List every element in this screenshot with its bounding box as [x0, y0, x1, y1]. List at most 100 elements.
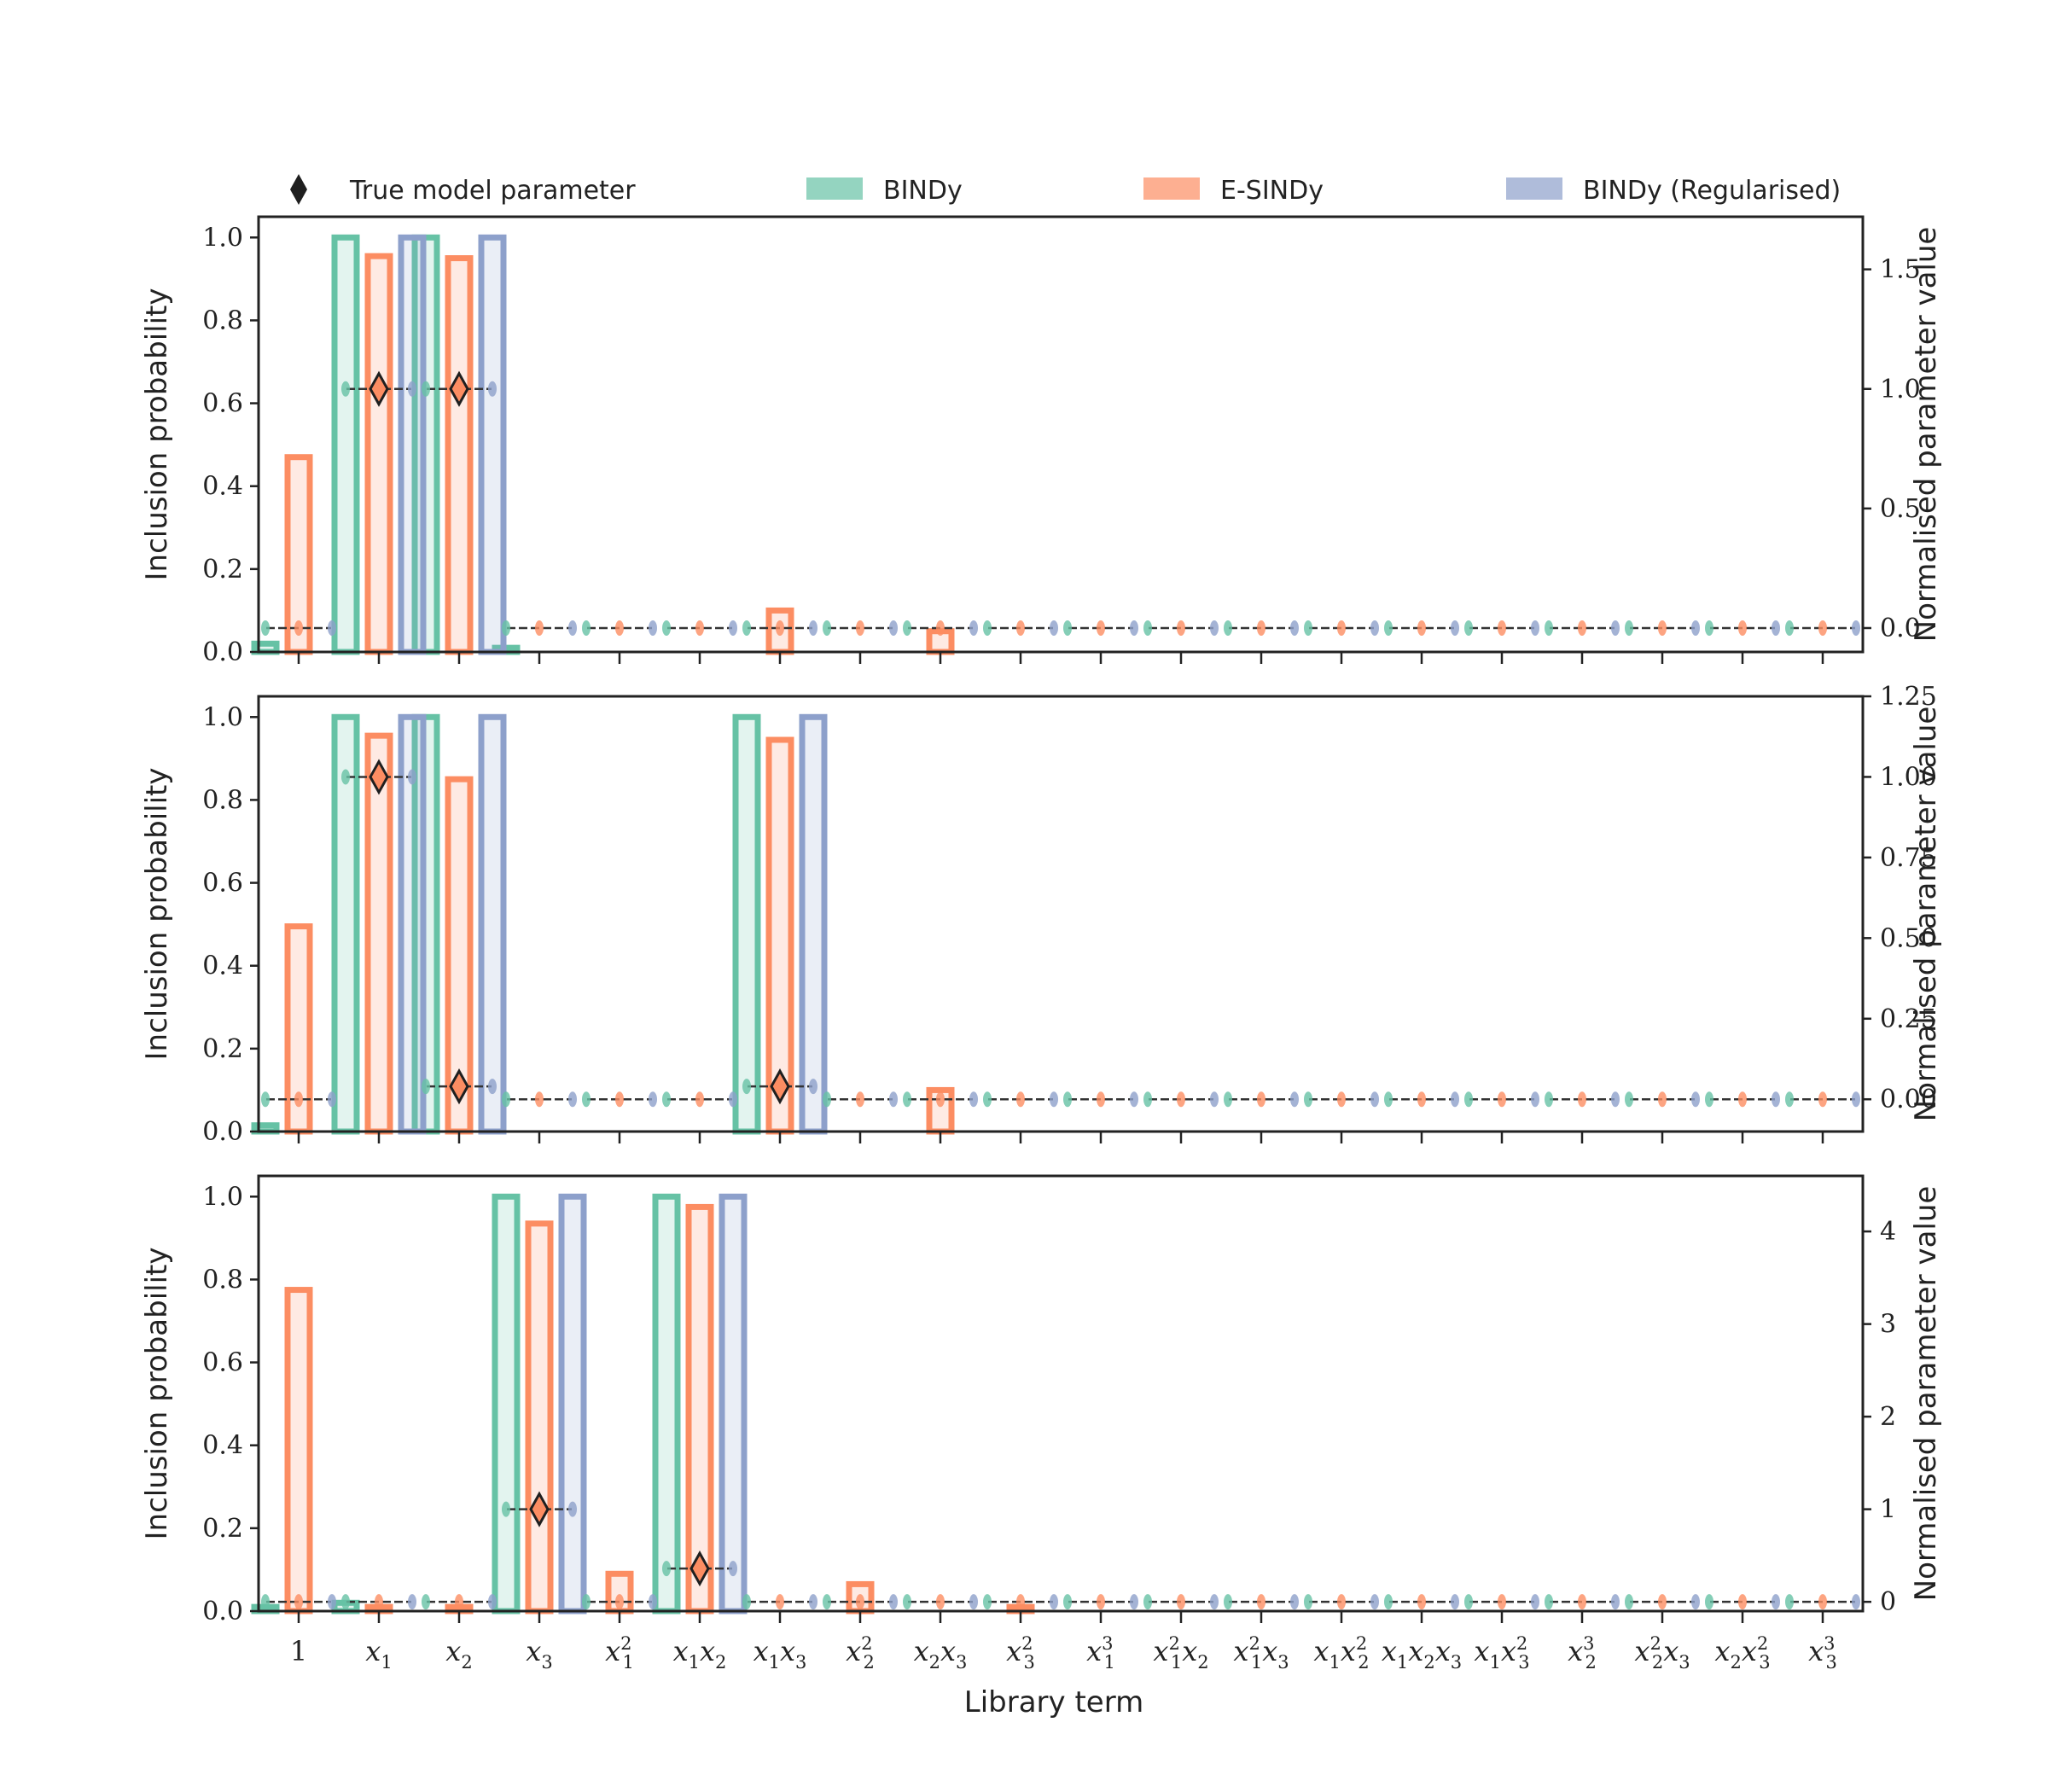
parameter-dot: [1611, 620, 1620, 636]
parameter-dot: [1785, 1594, 1794, 1610]
parameter-dot: [582, 1594, 591, 1610]
parameter-dot: [809, 1594, 817, 1610]
bar-e-sindy: [525, 1220, 554, 1615]
bar-e-sindy: [685, 1203, 714, 1615]
parameter-dot: [1224, 620, 1232, 636]
parameter-dot: [568, 1501, 577, 1517]
bar-e-sindy: [605, 1570, 634, 1615]
parameter-dot: [488, 1079, 497, 1095]
parameter-dot: [615, 1091, 624, 1108]
x-tick-label: x1x3: [753, 1635, 807, 1673]
parameter-dot: [1417, 620, 1426, 636]
true-parameter-diamond: [369, 370, 389, 407]
left-y-tick-label: 0.8: [202, 305, 243, 335]
right-y-tick-label: 2: [1880, 1402, 1896, 1432]
parameter-dot: [983, 1091, 992, 1108]
parameter-dot: [1451, 1594, 1459, 1610]
parameter-dot: [1177, 1091, 1185, 1108]
parameter-dot: [1531, 620, 1539, 636]
left-y-tick-label: 0.6: [202, 1348, 243, 1378]
bar-bindy-regularised-: [799, 713, 828, 1135]
left-y-tick-label: 0.4: [202, 1431, 243, 1461]
parameter-dot: [1384, 1594, 1393, 1610]
parameter-estimates: [261, 769, 1860, 1108]
parameter-dot: [375, 1594, 383, 1610]
left-y-axis-label: Inclusion probability: [140, 288, 174, 581]
parameter-dot: [1097, 1594, 1105, 1610]
x-axis: 1 x1 x2 x3 x2 1 x1x2 x1x3 x2 2 x2x3 x2 3 x3 1 x2 1x2 x2 1x…: [290, 1611, 1837, 1673]
left-y-tick-label: 0.4: [202, 951, 243, 981]
left-y-tick-label: 0.6: [202, 389, 243, 419]
parameter-dot: [856, 620, 864, 636]
parameter-dot: [582, 1091, 591, 1108]
parameter-dot: [294, 1594, 303, 1610]
parameter-dot: [1625, 1091, 1633, 1108]
right-y-tick-label: 0.5: [1880, 494, 1921, 524]
parameter-dot: [1852, 1594, 1860, 1610]
legend-swatch: [806, 177, 863, 200]
parameter-dot: [261, 620, 270, 636]
right-y-axis-label: Normalised parameter value: [1909, 707, 1943, 1122]
axes-frame: [257, 1174, 1865, 1613]
parameter-dot: [1785, 1091, 1794, 1108]
parameter-dot: [615, 1594, 624, 1610]
parameter-dot: [729, 1561, 737, 1577]
x-tick-label: x3 3: [1808, 1633, 1837, 1673]
parameter-dot: [776, 620, 784, 636]
x-tick-label: x2x3: [914, 1635, 968, 1673]
legend-item: BINDy (Regularised): [1506, 176, 1841, 206]
x-tick-label: x2x2 3: [1714, 1633, 1770, 1673]
parameter-dot: [1417, 1594, 1426, 1610]
right-y-tick-label: 1.0: [1880, 375, 1921, 404]
left-y-tick-label: 0.0: [202, 637, 243, 667]
x-tick-label: x2 1: [605, 1633, 634, 1673]
x-tick-label: x1x2: [673, 1635, 727, 1673]
left-y-axis: 0.0 0.2 0.4 0.6 0.8 1.0 Inclusion probability: [140, 1182, 259, 1626]
right-y-tick-label: 1.25: [1880, 682, 1937, 712]
parameter-dot: [729, 1091, 737, 1108]
parameter-dot: [1705, 1594, 1713, 1610]
parameter-dot: [1658, 1594, 1667, 1610]
parameter-dot: [1177, 1594, 1185, 1610]
true-parameters: [369, 759, 790, 1105]
parameter-dot: [1738, 1594, 1747, 1610]
parameter-dot: [1772, 1091, 1780, 1108]
left-y-tick-label: 0.8: [202, 785, 243, 815]
parameter-dot: [1290, 620, 1299, 636]
parameter-dot: [889, 1091, 898, 1108]
x-tick-label: x2 2x3: [1634, 1633, 1690, 1673]
axes-frame: [257, 695, 1865, 1133]
parameter-dot: [408, 381, 416, 397]
parameter-dot: [1143, 1594, 1152, 1610]
bar-bindy-regularised-: [398, 234, 427, 655]
parameter-dot: [1611, 1594, 1620, 1610]
parameter-dot: [1337, 1091, 1346, 1108]
x-tick-label: x2 1x2: [1153, 1633, 1208, 1673]
x-tick-label: x1: [365, 1635, 392, 1673]
parameter-dot: [903, 1594, 911, 1610]
legend-diamond-icon: [290, 174, 307, 205]
parameter-dot: [1417, 1091, 1426, 1108]
x-tick-label: x2 1x3: [1233, 1633, 1289, 1673]
legend-swatch: [1506, 177, 1562, 200]
parameter-dot: [1658, 620, 1667, 636]
bars: [251, 1193, 1035, 1615]
parameter-dot: [1545, 620, 1553, 636]
legend-item: E-SINDy: [1143, 176, 1324, 206]
parameter-dot: [1130, 1091, 1138, 1108]
parameter-dot: [1545, 1091, 1553, 1108]
parameter-dot: [1772, 620, 1780, 636]
true-parameter-diamond: [369, 759, 389, 795]
parameter-dot: [662, 620, 671, 636]
parameter-dot: [1705, 620, 1713, 636]
parameter-dot: [615, 620, 624, 636]
parameter-dot: [969, 1594, 978, 1610]
legend-label: BINDy: [883, 176, 963, 206]
parameter-dot: [1464, 1091, 1473, 1108]
x-tick-label: x1x2 2: [1313, 1633, 1369, 1673]
x-tick-label: x3: [526, 1635, 552, 1673]
parameter-dot: [1097, 620, 1105, 636]
